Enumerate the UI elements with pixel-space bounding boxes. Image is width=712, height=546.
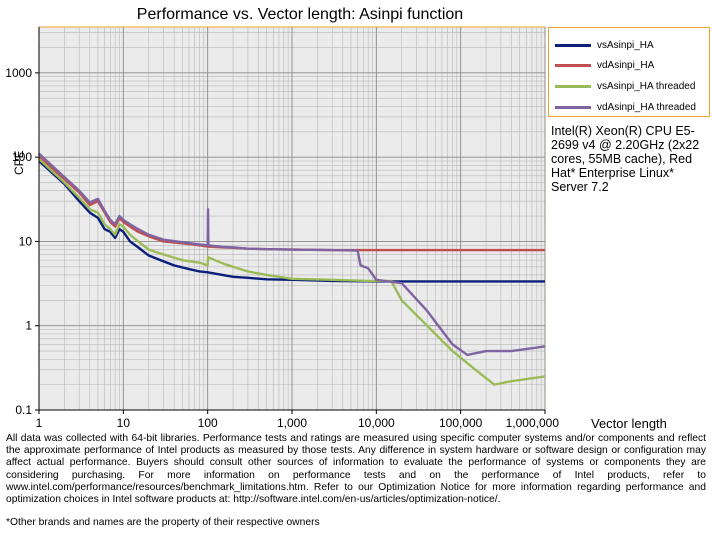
series-layer [38, 152, 546, 386]
legend-label: vsAsinpi_HA [597, 39, 654, 51]
x-tick-label: 1 [36, 416, 43, 430]
legend-swatch [555, 105, 591, 109]
x-tick-label: 100,000 [439, 416, 483, 430]
legend-label: vsAsinpi_HA threaded [597, 80, 696, 92]
chart-title: Performance vs. Vector length: Asinpi fu… [136, 6, 464, 23]
series-line-vsasinpi-ha-threaded [38, 158, 546, 386]
disclaimer-text: All data was collected with 64-bit libra… [6, 433, 706, 506]
legend-swatch [555, 43, 591, 47]
footnote-text: *Other brands and names are the property… [6, 517, 320, 528]
legend-item-vdasinpi-ha-threaded: vdAsinpi_HA threaded [555, 100, 696, 114]
y-axis-label: CPE [12, 150, 26, 175]
cpu-info-text: Intel(R) Xeon(R) CPU E5-2699 v4 @ 2.20GH… [551, 124, 700, 194]
x-tick-label: 1,000 [277, 416, 307, 430]
x-tick-label: 1,000,000 [506, 416, 560, 430]
tick-layer: 1 10 100 1,000 10,000 100,000 1,000,000 0.1 1 10 1… [5, 27, 559, 430]
chart-legend: vsAsinpi_HA vdAsinpi_HA vsAsinpi_HA thre… [548, 27, 710, 117]
y-tick-label: 0.1 [15, 403, 32, 417]
x-tick-label: 100 [198, 416, 218, 430]
series-line-vdasinpi-ha-threaded [38, 152, 546, 357]
legend-item-vsasinpi-ha: vsAsinpi_HA [555, 38, 654, 52]
legend-swatch [555, 84, 591, 88]
y-tick-label: 1000 [5, 66, 32, 80]
legend-item-vdasinpi-ha: vdAsinpi_HA [555, 58, 654, 72]
x-tick-label: 10,000 [358, 416, 395, 430]
y-tick-label: 10 [19, 234, 33, 248]
series-line-vsasinpi-ha [38, 160, 545, 283]
legend-item-vsasinpi-ha-threaded: vsAsinpi_HA threaded [555, 79, 695, 93]
legend-swatch [555, 63, 591, 67]
legend-label: vdAsinpi_HA threaded [597, 101, 696, 113]
chart-svg: 1 10 100 1,000 10,000 100,000 1,000,000 0.1 1 10 1… [5, 26, 559, 430]
grid-layer [38, 26, 546, 411]
y-tick-label: 1 [25, 319, 32, 333]
legend-label: vdAsinpi_HA [597, 59, 655, 71]
x-axis-label: Vector length [591, 416, 667, 431]
x-tick-label: 10 [117, 416, 131, 430]
y-tick-label: 100 [12, 150, 32, 164]
